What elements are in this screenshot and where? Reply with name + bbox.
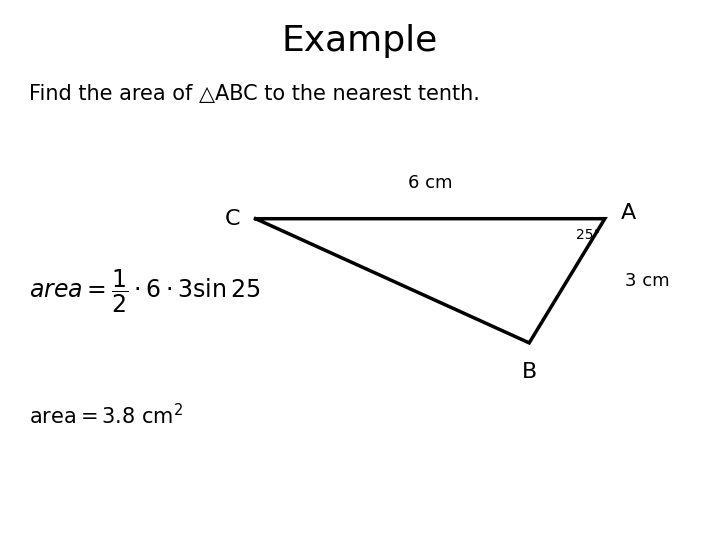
Text: Find the area of △ABC to the nearest tenth.: Find the area of △ABC to the nearest ten… bbox=[29, 84, 480, 104]
Text: $\mathit{area} = \dfrac{1}{2} \cdot 6 \cdot 3\sin 25$: $\mathit{area} = \dfrac{1}{2} \cdot 6 \c… bbox=[29, 268, 261, 315]
Text: B: B bbox=[521, 362, 537, 382]
Text: 25°: 25° bbox=[576, 228, 600, 242]
Text: C: C bbox=[224, 208, 240, 229]
Text: area$\mathregular{=3.8\ cm^2}$: area$\mathregular{=3.8\ cm^2}$ bbox=[29, 403, 183, 428]
Text: A: A bbox=[621, 203, 636, 224]
Text: Example: Example bbox=[282, 24, 438, 58]
Text: 3 cm: 3 cm bbox=[625, 272, 670, 290]
Text: 6 cm: 6 cm bbox=[408, 174, 452, 192]
